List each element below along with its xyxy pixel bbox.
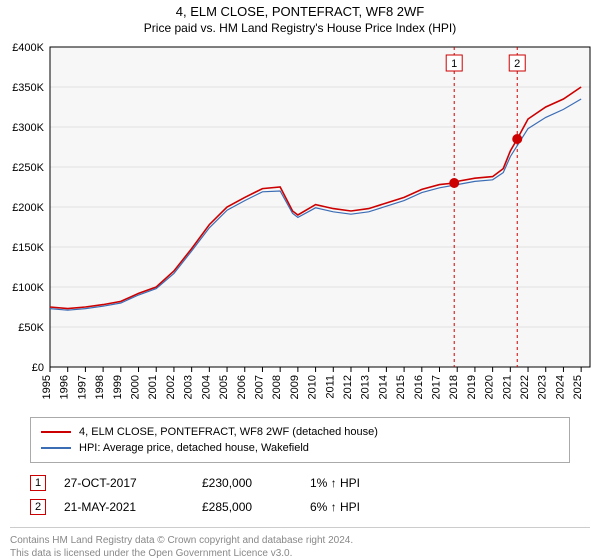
- svg-text:2013: 2013: [360, 375, 372, 399]
- chart-plot-area: £0 £50K £100K £150K £200K £250K £300K £350K £400…: [0, 41, 600, 411]
- sale-date: 21-MAY-2021: [64, 500, 184, 514]
- svg-text:2011: 2011: [324, 375, 336, 399]
- chart-subtitle: Price paid vs. HM Land Registry's House …: [0, 19, 600, 41]
- svg-text:2: 2: [514, 58, 520, 70]
- sale-row: 2 21-MAY-2021 £285,000 6% ↑ HPI: [30, 495, 570, 519]
- svg-text:£150K: £150K: [12, 242, 44, 254]
- svg-text:1: 1: [451, 58, 457, 70]
- legend-item: HPI: Average price, detached house, Wake…: [41, 440, 559, 456]
- svg-text:£200K: £200K: [12, 202, 44, 214]
- svg-text:1999: 1999: [112, 375, 124, 399]
- svg-text:1998: 1998: [94, 375, 106, 399]
- svg-text:1997: 1997: [76, 375, 88, 399]
- line-chart-svg: £0 £50K £100K £150K £200K £250K £300K £350K £400…: [0, 41, 600, 411]
- svg-text:1996: 1996: [59, 375, 71, 399]
- svg-text:2000: 2000: [130, 375, 142, 399]
- footnote-line2: This data is licensed under the Open Gov…: [10, 547, 590, 560]
- sale-marker-box: 2: [30, 499, 46, 515]
- svg-text:£250K: £250K: [12, 162, 44, 174]
- svg-text:2022: 2022: [519, 375, 531, 399]
- svg-text:2010: 2010: [307, 375, 319, 399]
- svg-text:2018: 2018: [448, 375, 460, 399]
- svg-text:2019: 2019: [466, 375, 478, 399]
- svg-text:2020: 2020: [484, 375, 496, 399]
- svg-text:2014: 2014: [377, 375, 389, 399]
- svg-text:2024: 2024: [554, 375, 566, 399]
- legend-box: 4, ELM CLOSE, PONTEFRACT, WF8 2WF (detac…: [30, 417, 570, 463]
- svg-text:2005: 2005: [218, 375, 230, 399]
- svg-text:2017: 2017: [431, 375, 443, 399]
- svg-text:2025: 2025: [572, 375, 584, 399]
- sale-row: 1 27-OCT-2017 £230,000 1% ↑ HPI: [30, 471, 570, 495]
- legend-swatch: [41, 431, 71, 433]
- svg-text:2023: 2023: [537, 375, 549, 399]
- legend: 4, ELM CLOSE, PONTEFRACT, WF8 2WF (detac…: [30, 417, 570, 463]
- legend-label: 4, ELM CLOSE, PONTEFRACT, WF8 2WF (detac…: [79, 426, 378, 438]
- svg-text:£100K: £100K: [12, 282, 44, 294]
- sale-delta: 1% ↑ HPI: [310, 476, 410, 490]
- svg-text:2003: 2003: [183, 375, 195, 399]
- svg-text:£0: £0: [32, 362, 44, 374]
- svg-text:£400K: £400K: [12, 42, 44, 54]
- svg-text:2016: 2016: [413, 375, 425, 399]
- svg-text:£300K: £300K: [12, 122, 44, 134]
- svg-text:£350K: £350K: [12, 82, 44, 94]
- svg-text:£50K: £50K: [18, 322, 44, 334]
- legend-item: 4, ELM CLOSE, PONTEFRACT, WF8 2WF (detac…: [41, 424, 559, 440]
- svg-text:2002: 2002: [165, 375, 177, 399]
- legend-label: HPI: Average price, detached house, Wake…: [79, 442, 309, 454]
- svg-text:2015: 2015: [395, 375, 407, 399]
- svg-text:2001: 2001: [147, 375, 159, 399]
- sales-table: 1 27-OCT-2017 £230,000 1% ↑ HPI 2 21-MAY-2021…: [30, 471, 570, 519]
- sale-marker-box: 1: [30, 475, 46, 491]
- footnote: Contains HM Land Registry data © Crown c…: [10, 527, 590, 560]
- svg-text:1995: 1995: [41, 375, 53, 399]
- svg-text:2004: 2004: [200, 375, 212, 399]
- svg-text:2021: 2021: [501, 375, 513, 399]
- svg-text:2006: 2006: [236, 375, 248, 399]
- chart-container: 4, ELM CLOSE, PONTEFRACT, WF8 2WF Price …: [0, 0, 600, 560]
- svg-text:2012: 2012: [342, 375, 354, 399]
- svg-text:2007: 2007: [253, 375, 265, 399]
- footnote-line1: Contains HM Land Registry data © Crown c…: [10, 534, 590, 547]
- svg-text:2009: 2009: [289, 375, 301, 399]
- legend-swatch: [41, 447, 71, 449]
- chart-title: 4, ELM CLOSE, PONTEFRACT, WF8 2WF: [0, 0, 600, 19]
- sale-delta: 6% ↑ HPI: [310, 500, 410, 514]
- svg-text:2008: 2008: [271, 375, 283, 399]
- sale-date: 27-OCT-2017: [64, 476, 184, 490]
- sale-price: £285,000: [202, 500, 292, 514]
- sale-price: £230,000: [202, 476, 292, 490]
